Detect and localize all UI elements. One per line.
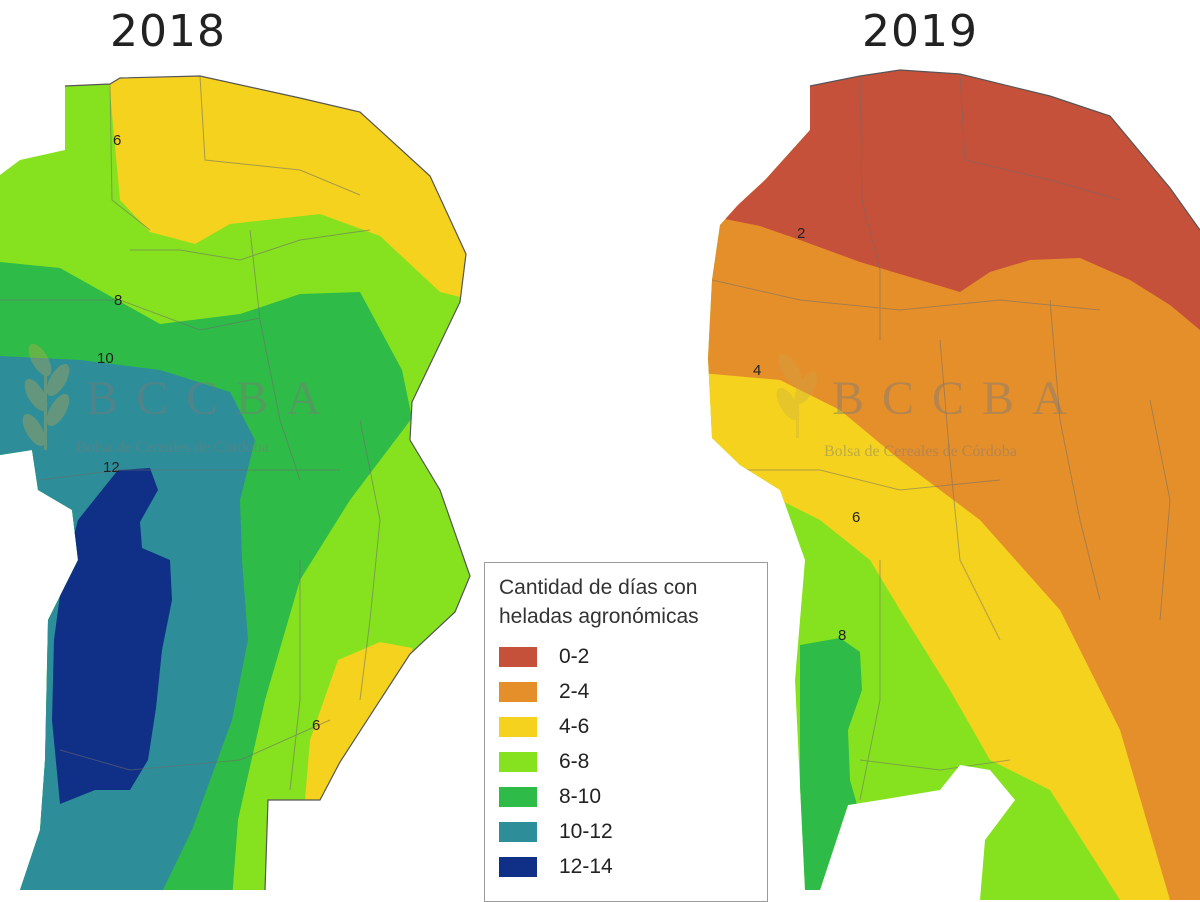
legend-swatch	[499, 681, 537, 702]
legend-label: 2-4	[559, 679, 590, 703]
legend-label: 12-14	[559, 854, 613, 878]
svg-text:Bolsa de Cereales de Córdoba: Bolsa de Cereales de Córdoba	[76, 439, 269, 456]
isoline-label: 10	[97, 350, 114, 367]
map-title-2018: 2018	[110, 6, 226, 57]
legend-label: 10-12	[559, 819, 613, 843]
isoline-label: 6	[312, 717, 320, 734]
isoline-label: 2	[797, 225, 805, 242]
legend-item: 10-12	[499, 814, 753, 849]
legend: Cantidad de días con heladas agronómicas…	[484, 562, 768, 902]
watermark-2019: BCCBA Bolsa de Cereales de Córdoba	[776, 353, 1085, 460]
outline-2018	[64, 75, 471, 891]
map-2019	[708, 70, 1200, 900]
legend-item: 4-6	[499, 709, 753, 744]
legend-item: 2-4	[499, 674, 753, 709]
isoline-label: 6	[113, 132, 121, 149]
watermark-2018: BCCBA Bolsa de Cereales de Córdoba	[22, 343, 339, 456]
legend-title-line1: Cantidad de días con	[499, 576, 698, 599]
legend-label: 0-2	[559, 644, 590, 668]
svg-text:BCCBA: BCCBA	[86, 372, 339, 425]
zone-2-4	[708, 180, 1200, 900]
isoline-label: 12	[103, 459, 120, 476]
legend-swatch	[499, 716, 537, 737]
isoline-label: 4	[753, 362, 761, 379]
isoline-label: 6	[852, 509, 860, 526]
legend-items: 0-2 2-4 4-6 6-8 8-10 10-12 12-14	[499, 639, 753, 884]
legend-swatch	[499, 646, 537, 667]
legend-label: 4-6	[559, 714, 590, 738]
zone-0-2	[708, 70, 1200, 330]
zone-4-6-south	[305, 642, 418, 800]
map-2018	[0, 76, 470, 890]
legend-title-line2: heladas agronómicas	[499, 605, 699, 628]
svg-text:Bolsa de Cereales de Córdoba: Bolsa de Cereales de Córdoba	[824, 443, 1017, 460]
zone-12-14	[52, 468, 172, 804]
legend-item: 6-8	[499, 744, 753, 779]
svg-text:BCCBA: BCCBA	[832, 372, 1085, 425]
district-borders-2018	[0, 76, 381, 791]
outline-2019	[809, 69, 1200, 231]
legend-swatch	[499, 821, 537, 842]
map-title-2019: 2019	[862, 6, 978, 57]
wheat-logo-icon	[776, 353, 818, 438]
legend-item: 12-14	[499, 849, 753, 884]
legend-label: 8-10	[559, 784, 602, 808]
isoline-label: 8	[838, 627, 846, 644]
wheat-logo-icon	[22, 343, 70, 450]
isoline-label: 8	[114, 292, 122, 309]
legend-swatch	[499, 786, 537, 807]
legend-swatch	[499, 751, 537, 772]
legend-item: 8-10	[499, 779, 753, 814]
legend-item: 0-2	[499, 639, 753, 674]
zone-4-6	[708, 372, 1200, 900]
district-borders-2019	[711, 73, 1171, 801]
legend-swatch	[499, 856, 537, 877]
legend-label: 6-8	[559, 749, 590, 773]
legend-title: Cantidad de días con heladas agronómicas	[499, 573, 753, 631]
